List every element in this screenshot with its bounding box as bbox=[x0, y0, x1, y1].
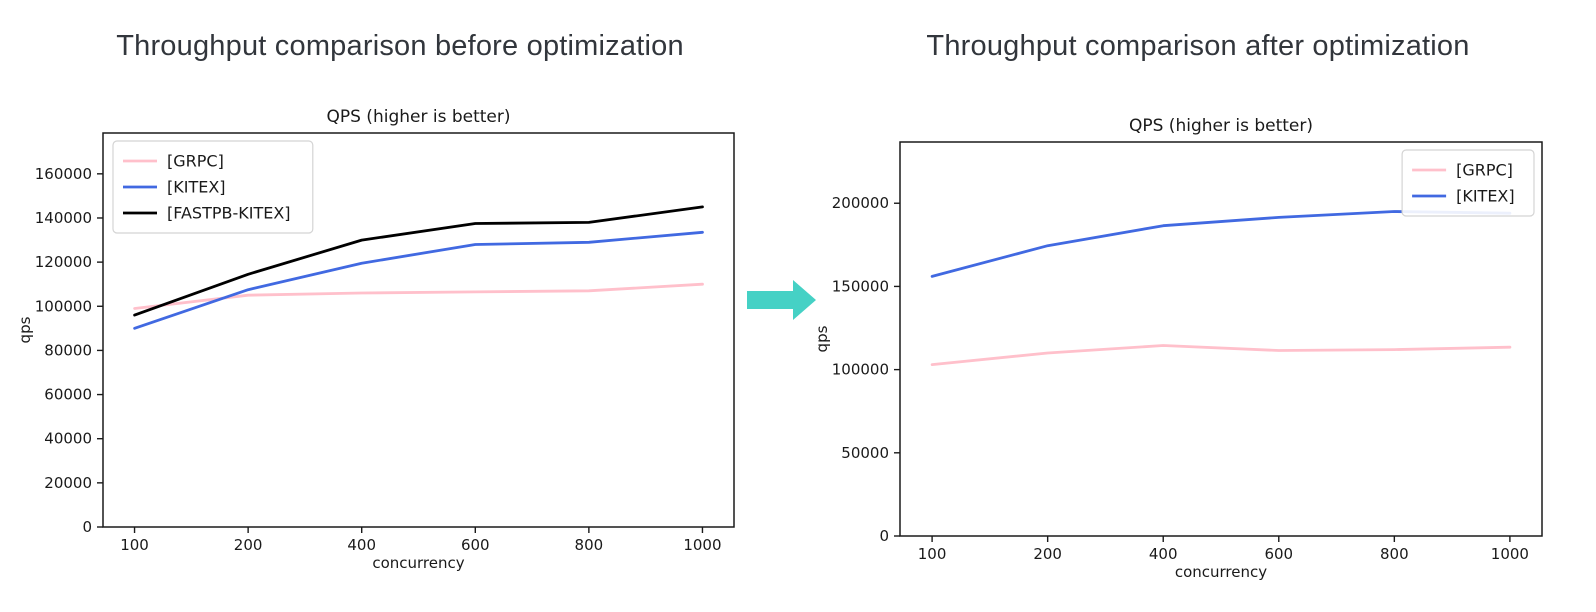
plot-border bbox=[102, 132, 735, 528]
x-tick-label: 400 bbox=[1149, 545, 1178, 563]
chart-after-optimization: QPS (higher is better) 0 50000 100000 150000… bbox=[813, 116, 1543, 581]
x-tick-label: 200 bbox=[234, 536, 263, 554]
chart-title: QPS (higher is better) bbox=[1129, 116, 1313, 136]
y-tick-label: 100000 bbox=[35, 297, 92, 315]
chart-before-optimization: QPS (higher is better) 0 20000 40000 60000 80… bbox=[16, 107, 735, 572]
y-tick-label: 0 bbox=[879, 527, 889, 545]
series-line-kitex bbox=[133, 230, 704, 330]
x-tick-label: 600 bbox=[1264, 545, 1293, 563]
y-tick-label: 100000 bbox=[832, 361, 889, 379]
x-tick-label: 200 bbox=[1033, 545, 1062, 563]
x-axis-label: concurrency bbox=[372, 554, 464, 572]
legend-label: [KITEX] bbox=[167, 178, 226, 197]
x-tick-label: 800 bbox=[575, 536, 604, 554]
legend-box bbox=[112, 140, 314, 234]
right-arrow-icon bbox=[747, 280, 816, 320]
y-tick-label: 20000 bbox=[44, 474, 92, 492]
series-line-grpc bbox=[133, 282, 704, 310]
legend-label: [GRPC] bbox=[1456, 161, 1513, 180]
x-tick-label: 400 bbox=[347, 536, 376, 554]
y-tick-label: 200000 bbox=[832, 194, 889, 212]
series-line-fastpb-kitex bbox=[133, 205, 704, 317]
x-tick-label: 1000 bbox=[1491, 545, 1529, 563]
right-arrow-shape bbox=[747, 280, 816, 320]
chart-title: QPS (higher is better) bbox=[326, 107, 510, 127]
x-tick-label: 600 bbox=[461, 536, 490, 554]
y-tick-label: 40000 bbox=[44, 430, 92, 448]
y-tick-label: 140000 bbox=[35, 209, 92, 227]
legend-label: [FASTPB-KITEX] bbox=[167, 204, 291, 223]
x-tick-label: 100 bbox=[120, 536, 149, 554]
series-line-kitex bbox=[930, 210, 1512, 278]
legend-label: [GRPC] bbox=[167, 152, 224, 171]
y-tick-label: 80000 bbox=[44, 341, 92, 359]
y-axis-label: qps bbox=[813, 325, 831, 352]
x-tick-label: 800 bbox=[1380, 545, 1409, 563]
heading-after-optimization: Throughput comparison after optimization bbox=[926, 30, 1470, 62]
legend-label: [KITEX] bbox=[1456, 187, 1515, 206]
y-axis-label: qps bbox=[16, 316, 34, 343]
legend-box bbox=[1401, 149, 1535, 217]
transition-arrow bbox=[747, 279, 817, 321]
series-line-grpc bbox=[930, 344, 1512, 367]
x-tick-label: 1000 bbox=[683, 536, 721, 554]
y-tick-label: 0 bbox=[82, 518, 92, 536]
y-tick-label: 150000 bbox=[832, 277, 889, 295]
y-tick-label: 60000 bbox=[44, 386, 92, 404]
x-axis-label: concurrency bbox=[1175, 563, 1267, 581]
y-tick-label: 160000 bbox=[35, 165, 92, 183]
heading-before-optimization: Throughput comparison before optimizatio… bbox=[116, 30, 684, 62]
y-tick-label: 50000 bbox=[841, 444, 889, 462]
plot-border bbox=[899, 141, 1543, 537]
x-tick-label: 100 bbox=[918, 545, 947, 563]
y-tick-label: 120000 bbox=[35, 253, 92, 271]
